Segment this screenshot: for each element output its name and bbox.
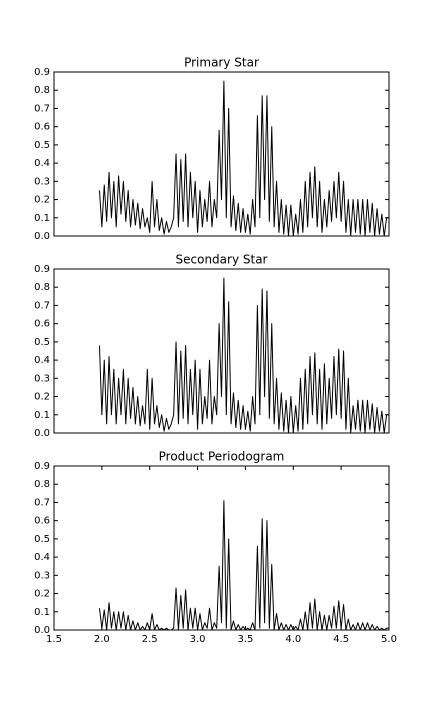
periodogram-line [98,277,389,434]
y-tick-label: 0.3 [34,373,50,384]
y-tick-label: 0.8 [34,282,50,293]
x-tick-label: 5.0 [381,634,397,645]
y-tick-label: 0.2 [34,392,50,403]
y-tick-label: 0.8 [34,85,50,96]
axes-frame [53,268,390,434]
y-tick-label: 0.5 [34,534,50,545]
y-tick-label: 0.1 [34,607,50,618]
x-tick-label: 3.0 [190,634,206,645]
y-tick-label: 0.1 [34,410,50,421]
axes-frame [53,465,390,631]
y-tick-label: 0.2 [34,195,50,206]
y-tick-label: 0.4 [34,552,50,563]
y-tick-label: 0.9 [34,264,50,275]
x-tick-label: 2.0 [94,634,110,645]
y-tick-label: 0.4 [34,355,50,366]
y-tick-label: 0.4 [34,158,50,169]
y-tick-label: 0.5 [34,140,50,151]
x-tick-label: 3.5 [237,634,253,645]
x-tick-label: 4.0 [285,634,301,645]
y-tick-label: 0.6 [34,319,50,330]
y-tick-label: 0.3 [34,176,50,187]
x-tick-label: 1.5 [46,634,62,645]
panel-title: Product Periodogram [159,450,285,464]
y-tick-label: 0.5 [34,337,50,348]
x-tick-label: 2.5 [142,634,158,645]
x-tick-label: 4.5 [333,634,349,645]
y-tick-label: 0.7 [34,103,50,114]
periodogram-line [98,500,389,631]
y-tick-label: 0.9 [34,461,50,472]
y-tick-label: 0.0 [34,428,50,439]
y-tick-label: 0.0 [34,231,50,242]
y-tick-label: 0.3 [34,570,50,581]
panel-title: Secondary Star [176,253,268,267]
axes-frame [53,71,390,237]
y-tick-label: 0.6 [34,122,50,133]
y-tick-label: 0.6 [34,516,50,527]
y-tick-label: 0.9 [34,67,50,78]
panel-title: Primary Star [184,56,259,70]
y-tick-label: 0.7 [34,300,50,311]
y-tick-label: 0.1 [34,213,50,224]
y-tick-label: 0.0 [34,625,50,636]
y-tick-label: 0.7 [34,497,50,508]
y-tick-label: 0.2 [34,589,50,600]
y-tick-label: 0.8 [34,479,50,490]
periodogram-line [98,80,389,237]
